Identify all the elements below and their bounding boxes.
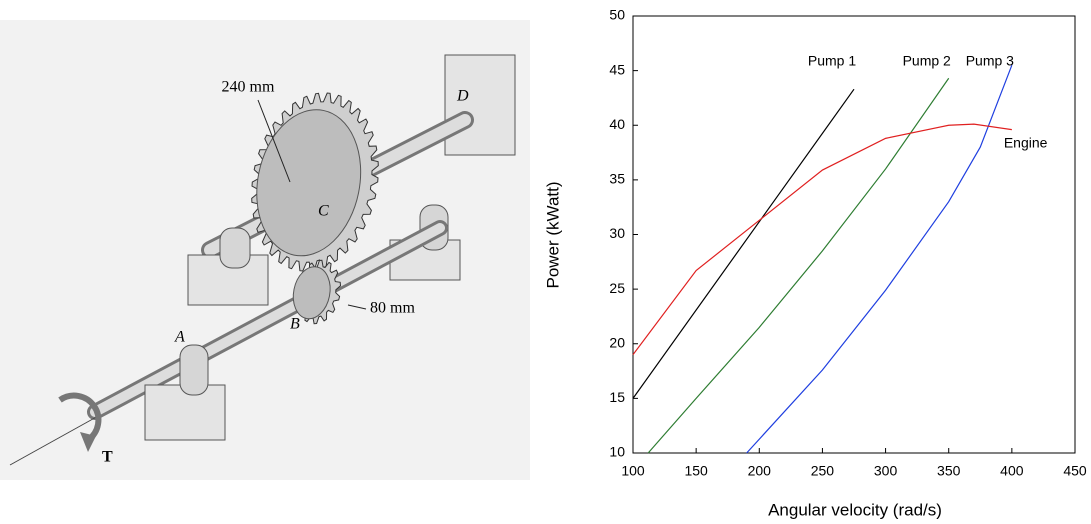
gear-face [292, 266, 331, 320]
y-tick-label: 25 [609, 280, 625, 296]
gear [251, 92, 379, 272]
gear-face [256, 109, 362, 257]
x-tick-label: 250 [811, 463, 835, 479]
series-label: Engine [1004, 134, 1048, 150]
gear [292, 259, 342, 325]
x-axis-label: Angular velocity (rad/s) [768, 500, 942, 519]
torque-arrowhead [80, 432, 96, 452]
shaft-highlight [90, 223, 445, 417]
label: A [174, 329, 185, 346]
dimension-line [347, 304, 367, 310]
label: B [290, 316, 300, 333]
x-tick-label: 400 [1000, 463, 1024, 479]
bearing-block [444, 54, 516, 156]
series-line [746, 64, 1013, 454]
x-tick-label: 200 [748, 463, 772, 479]
x-tick-label: 350 [937, 463, 961, 479]
label: 240 mm [222, 79, 275, 96]
series-label: Pump 1 [808, 53, 856, 69]
y-tick-label: 20 [609, 334, 625, 350]
x-tick-label: 100 [621, 463, 645, 479]
chart: Angular velocity (rad/s) Power (kWatt) 1… [543, 7, 1086, 520]
series-line [647, 77, 950, 454]
y-tick-label: 15 [609, 389, 625, 405]
y-tick-label: 40 [609, 116, 625, 132]
x-tick-label: 300 [874, 463, 898, 479]
y-tick-label: 30 [609, 225, 625, 241]
x-tick-label: 150 [684, 463, 708, 479]
series-label: Pump 3 [966, 53, 1014, 69]
y-tick-label: 45 [609, 61, 625, 77]
series-line [632, 123, 1012, 356]
bearing [179, 344, 209, 396]
bearing-block [144, 384, 226, 441]
torque-arrow [58, 392, 102, 443]
bearing [219, 227, 251, 269]
y-tick-label: 50 [609, 7, 625, 23]
dimension-line [257, 99, 291, 183]
x-tick-label: 450 [1063, 463, 1087, 479]
axis-line [9, 414, 101, 466]
label: 80 mm [370, 300, 415, 317]
series-line [632, 88, 855, 399]
plot-frame [632, 15, 1076, 454]
y-tick-label: 35 [609, 171, 625, 187]
mechanism-drawing: 240 mm D C A B 80 mm T [0, 20, 530, 480]
y-axis-label: Power (kWatt) [543, 181, 562, 288]
label: T [102, 449, 113, 466]
series-label: Pump 2 [903, 53, 951, 69]
label: C [318, 203, 329, 220]
y-tick-label: 10 [609, 444, 625, 460]
label: D [456, 88, 469, 105]
